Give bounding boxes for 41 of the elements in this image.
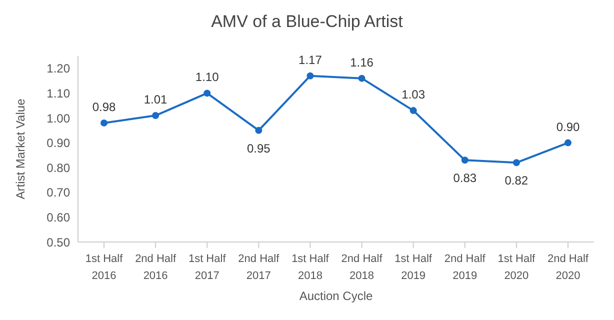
point — [204, 90, 211, 97]
point — [512, 159, 520, 166]
data-label: 0.95 — [246, 141, 271, 156]
data-label: 0.83 — [453, 171, 477, 186]
y-tick-label: 1.20 — [46, 62, 70, 76]
point — [255, 126, 262, 134]
point — [100, 119, 108, 126]
data-label: 1.01 — [144, 92, 168, 107]
point — [152, 112, 160, 120]
x-tick-label: 2nd Half 2016 — [135, 253, 177, 282]
point — [410, 107, 417, 114]
x-tick-label: 2nd Half 2017 — [238, 253, 280, 282]
x-tick-label: 1st Half 2017 — [188, 253, 227, 282]
x-tick-label: 2nd Half 2019 — [444, 253, 486, 282]
x-tick-label: 1st Half 2016 — [85, 253, 124, 282]
y-tick-label: 0.90 — [46, 136, 70, 150]
data-label: 1.17 — [298, 52, 322, 67]
y-tick-label: 0.50 — [46, 235, 70, 250]
data-label: 0.98 — [92, 100, 116, 114]
data-label: 0.82 — [504, 174, 528, 188]
chart-title: AMV of a Blue-Chip Artist — [210, 11, 404, 33]
y-tick-label: 0.80 — [46, 160, 70, 175]
x-tick-label: 1st Half 2020 — [498, 253, 536, 282]
data-label: 1.10 — [195, 70, 220, 84]
y-axis-title: Artist Market Value — [13, 98, 28, 200]
x-tick-label: 1st Half 2019 — [394, 253, 433, 282]
y-tick-label: 1.10 — [46, 86, 70, 100]
data-label: 0.90 — [556, 120, 580, 134]
x-axis-title: Auction Cycle — [299, 289, 374, 303]
y-tick-label: 0.70 — [46, 186, 70, 200]
x-tick-label: 2nd Half 2018 — [341, 253, 384, 282]
point — [358, 74, 366, 82]
y-tick-label: 0.60 — [46, 210, 70, 224]
data-label: 1.03 — [402, 88, 426, 102]
y-tick-label: 1.00 — [46, 111, 70, 126]
point — [306, 72, 314, 80]
point — [461, 156, 468, 164]
x-tick-label: 1st Half 2018 — [292, 253, 330, 282]
x-tick-label: 2nd Half 2020 — [548, 253, 590, 282]
point — [564, 139, 572, 146]
data-label: 1.16 — [350, 55, 374, 70]
